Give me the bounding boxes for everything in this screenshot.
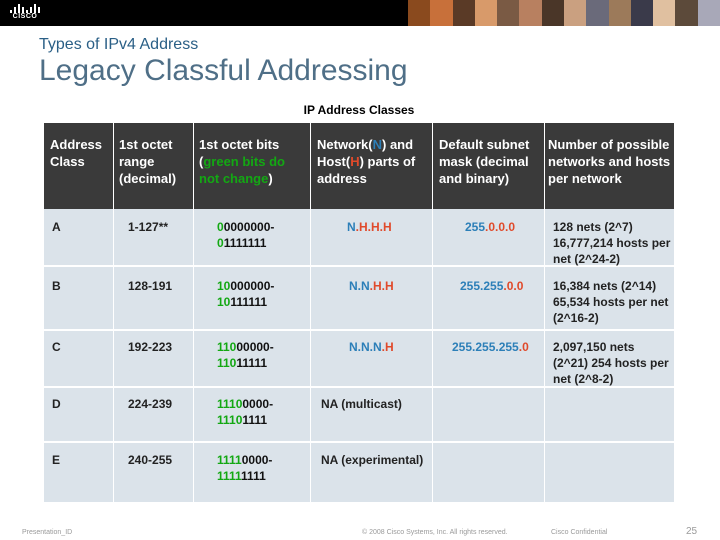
footer-copyright: © 2008 Cisco Systems, Inc. All rights re… xyxy=(362,529,508,536)
header-first-octet-bits: 1st octet bits (green bits do not change… xyxy=(199,137,285,186)
photo-tile xyxy=(675,0,698,26)
cisco-bars-icon xyxy=(10,4,40,13)
photo-tile xyxy=(519,0,542,26)
ip-classes-table: Address Class 1st octet range (decimal) … xyxy=(44,123,674,502)
slide-kicker: Types of IPv4 Address xyxy=(39,36,199,53)
cisco-logo-text: CISCO xyxy=(12,13,38,20)
row-c-class: C xyxy=(52,340,61,354)
row-c-range: 192-223 xyxy=(128,340,173,354)
row-a-count: 128 nets (2^7) 16,777,214 hosts per net … xyxy=(553,220,671,266)
photo-tile xyxy=(653,0,676,26)
header-possible-networks-hosts: Number of possible networks and hosts pe… xyxy=(548,137,671,186)
header-default-subnet-mask: Default subnet mask (decimal and binary) xyxy=(439,137,530,186)
header-address-class: Address Class xyxy=(50,137,103,169)
photo-tile xyxy=(452,0,475,26)
row-d-range: 224-239 xyxy=(128,397,173,411)
row-c-parts: N.N.N.H xyxy=(349,340,394,354)
table-title: IP Address Classes xyxy=(303,103,415,117)
row-a-range: 1-127** xyxy=(128,220,169,234)
row-c-mask: 255.255.255.0 xyxy=(452,340,529,354)
row-b-range: 128-191 xyxy=(128,279,173,293)
photo-tile xyxy=(474,0,498,26)
photo-tile xyxy=(697,0,720,26)
photo-tile xyxy=(497,0,520,26)
top-brand-bar: CISCO xyxy=(0,0,720,26)
row-b-count: 16,384 nets (2^14) 65,534 hosts per net … xyxy=(553,279,669,325)
row-a-parts: N.H.H.H xyxy=(347,220,392,234)
photo-tile xyxy=(563,0,587,26)
row-a-class: A xyxy=(52,220,61,234)
slide-title: Legacy Classful Addressing xyxy=(39,54,408,87)
header-first-octet-range: 1st octet range (decimal) xyxy=(119,137,177,186)
people-photo-strip xyxy=(408,0,720,26)
footer-presentation-id: Presentation_ID xyxy=(22,529,73,536)
photo-tile xyxy=(608,0,631,26)
row-a-mask: 255.0.0.0 xyxy=(465,220,516,234)
table-header-row xyxy=(44,123,674,209)
photo-tile xyxy=(430,0,453,26)
row-a-bits: 00000000- 01111111 xyxy=(217,220,275,250)
header-network-host-parts: Network(N) and Host(H) parts of address xyxy=(317,137,416,186)
row-c-bits: 11000000- 11011111 xyxy=(217,340,274,370)
row-d-parts: NA (multicast) xyxy=(321,397,402,411)
row-c-count: 2,097,150 nets (2^21) 254 hosts per net … xyxy=(553,340,669,386)
footer-confidential: Cisco Confidential xyxy=(551,529,608,536)
row-b-parts: N.N.H.H xyxy=(349,279,394,293)
row-e-bits: 11110000- 11111111 xyxy=(217,453,273,483)
page-number: 25 xyxy=(686,526,698,537)
photo-tile xyxy=(630,0,654,26)
row-d-bits: 11100000- 11101111 xyxy=(217,397,274,427)
row-b-class: B xyxy=(52,279,61,293)
row-b-mask: 255.255.0.0 xyxy=(460,279,524,293)
photo-tile xyxy=(541,0,564,26)
row-d-class: D xyxy=(52,397,61,411)
cisco-logo: CISCO xyxy=(8,4,42,22)
row-e-class: E xyxy=(52,453,61,467)
photo-tile xyxy=(408,0,431,26)
row-e-parts: NA (experimental) xyxy=(321,453,424,467)
photo-tile xyxy=(586,0,609,26)
row-b-bits: 10000000- 10111111 xyxy=(217,279,275,309)
row-e-range: 240-255 xyxy=(128,453,173,467)
